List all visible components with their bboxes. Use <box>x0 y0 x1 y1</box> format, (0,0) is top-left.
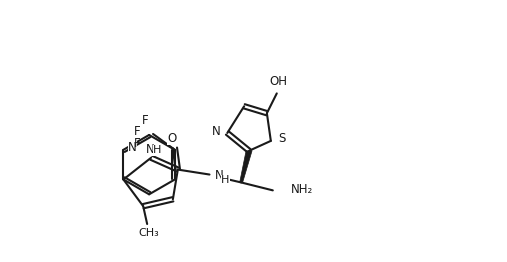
Text: H: H <box>222 176 230 185</box>
Text: H: H <box>153 145 161 155</box>
Text: OH: OH <box>270 75 288 88</box>
Text: N: N <box>146 143 155 156</box>
Text: O: O <box>167 132 176 145</box>
Text: N: N <box>211 124 221 138</box>
Text: S: S <box>278 132 285 145</box>
Text: NH₂: NH₂ <box>291 183 313 196</box>
Text: F: F <box>134 125 140 139</box>
Text: N: N <box>128 141 137 154</box>
Text: CH₃: CH₃ <box>139 228 160 238</box>
Polygon shape <box>240 151 252 182</box>
Text: N: N <box>214 169 223 182</box>
Text: F: F <box>134 137 140 150</box>
Text: F: F <box>142 114 149 127</box>
